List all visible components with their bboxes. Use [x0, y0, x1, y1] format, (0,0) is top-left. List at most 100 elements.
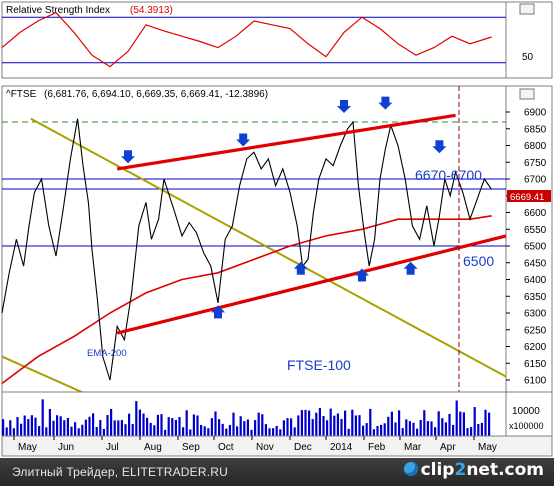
- up-arrow-icon: [211, 305, 225, 319]
- volume-bar: [174, 419, 177, 436]
- volume-bar: [293, 427, 296, 436]
- volume-bar: [405, 419, 408, 436]
- volume-bar: [455, 400, 458, 436]
- price-title: ^FTSE: [6, 89, 37, 100]
- volume-bar: [77, 428, 80, 436]
- volume-bar: [34, 417, 37, 436]
- volume-bar: [430, 421, 433, 436]
- x-tick-label: Mar: [404, 442, 422, 453]
- volume-bar: [48, 408, 51, 436]
- volume-bar: [419, 419, 422, 436]
- volume-bar: [311, 419, 314, 436]
- price-tick-label: 6250: [524, 325, 547, 336]
- volume-bar: [84, 419, 87, 436]
- volume-bar: [117, 420, 120, 436]
- left-support-line: [1, 355, 86, 395]
- volume-bar: [192, 414, 195, 436]
- volume-bar: [232, 412, 235, 436]
- down-arrow-icon: [378, 96, 393, 110]
- price-ohlc: (6,681.76, 6,694.10, 6,669.35, 6,669.41,…: [44, 89, 268, 100]
- volume-bar: [340, 418, 343, 436]
- volume-bar: [16, 417, 19, 436]
- x-tick-label: Oct: [218, 442, 234, 453]
- volume-bar: [41, 399, 44, 436]
- x-axis: May Jun Jul Aug Sep Oct Nov Dec 2014 Feb Mar Apr May: [1, 435, 553, 457]
- x-tick-label: Dec: [294, 442, 312, 453]
- volume-bars: [2, 399, 491, 436]
- support-label: 6500: [463, 253, 494, 269]
- volume-bar: [5, 427, 8, 436]
- x-tick-label: May: [18, 442, 37, 453]
- volume-bar: [390, 411, 393, 436]
- volume-bar: [228, 424, 231, 436]
- x-axis-labels: May Jun Jul Aug Sep Oct Nov Dec 2014 Feb Mar Apr May: [13, 436, 497, 453]
- x-tick-label: Nov: [256, 442, 274, 453]
- price-panel: ^FTSE (6,681.76, 6,694.10, 6,669.35, 6,6…: [1, 85, 553, 436]
- volume-bar: [254, 420, 257, 436]
- volume-bar: [437, 411, 440, 436]
- volume-bar: [149, 422, 152, 436]
- ema-label: EMA-200: [87, 348, 127, 359]
- volume-bar: [308, 410, 311, 436]
- volume-bar: [484, 409, 487, 436]
- price-scale-area: [505, 85, 553, 393]
- volume-bar: [304, 409, 307, 436]
- volume-bar: [2, 419, 5, 436]
- volume-bar: [290, 418, 293, 436]
- volume-bar: [200, 424, 203, 436]
- volume-bar: [423, 410, 426, 436]
- volume-bar: [142, 413, 145, 436]
- volume-bar: [185, 410, 188, 436]
- volume-bar: [268, 428, 271, 436]
- price-tick-label: 6600: [524, 208, 547, 219]
- volume-bar: [81, 424, 84, 436]
- clip2net-brand[interactable]: clip2net.com: [403, 460, 544, 480]
- volume-bar: [351, 409, 354, 436]
- volume-bar: [264, 424, 267, 436]
- brand-part-c: net.com: [466, 460, 544, 480]
- x-tick-label: 2014: [330, 442, 353, 453]
- volume-bar: [376, 425, 379, 436]
- volume-bar: [243, 421, 246, 436]
- volume-bar: [135, 401, 138, 436]
- volume-bar: [88, 416, 91, 436]
- rsi-title: Relative Strength Index: [6, 5, 110, 16]
- channel-upper-line: [116, 113, 456, 171]
- last-price-tag-text: 6669.41: [510, 192, 544, 203]
- volume-bar: [452, 424, 455, 436]
- volume-bar: [333, 415, 336, 436]
- volume-bar: [369, 408, 372, 436]
- volume-bar: [326, 420, 329, 436]
- price-tick-label: 6100: [524, 376, 547, 387]
- volume-bar: [480, 422, 483, 436]
- x-tick-label: Jul: [106, 442, 119, 453]
- volume-bar: [408, 421, 411, 436]
- x-tick-label: Sep: [182, 442, 200, 453]
- brand-part-b: 2: [454, 460, 467, 480]
- rsi-scale-area: [505, 1, 553, 79]
- volume-bar: [12, 428, 15, 436]
- volume-bar: [164, 429, 167, 436]
- volume-bar: [23, 415, 26, 436]
- chart-stage: Relative Strength Index (54.3913) 50 ^FT…: [1, 1, 553, 457]
- rsi-window-button[interactable]: [519, 3, 535, 15]
- volume-bar: [300, 410, 303, 436]
- volume-bar: [372, 429, 375, 436]
- price-window-button[interactable]: [519, 88, 535, 100]
- price-tick-label: 6450: [524, 258, 547, 269]
- volume-bar: [297, 415, 300, 436]
- volume-bar: [416, 428, 419, 436]
- volume-bar: [448, 413, 451, 436]
- price-tick-label: 6750: [524, 158, 547, 169]
- volume-bar: [282, 420, 285, 436]
- price-tick-label: 6150: [524, 359, 547, 370]
- volume-bar: [275, 425, 278, 436]
- volume-bar: [250, 429, 253, 436]
- footer-caption: Элитный Трейдер, ELITETRADER.RU: [12, 465, 228, 479]
- volume-bar: [434, 427, 437, 436]
- price-tick-label: 6500: [524, 242, 547, 253]
- price-tick-label: 6200: [524, 342, 547, 353]
- downtrend-line: [30, 117, 507, 378]
- down-arrow-icon: [236, 133, 251, 147]
- volume-bar: [146, 417, 149, 436]
